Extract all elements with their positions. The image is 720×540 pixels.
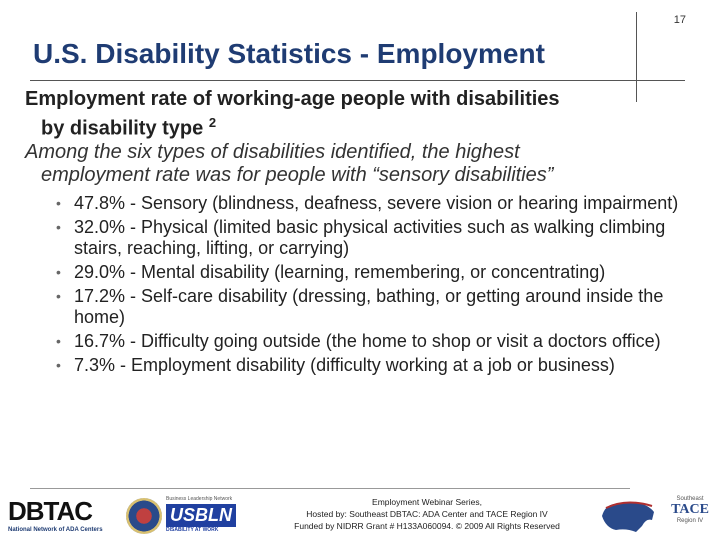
intro-text: Among the six types of disabilities iden…	[25, 141, 685, 187]
tace-logo-top: Southeast	[676, 496, 704, 502]
usbln-logo-top: Business Leadership Network	[166, 496, 233, 502]
dbtac-logo: DBTAC National Network of ADA Centers	[8, 496, 118, 536]
footer-line-1: Employment Webinar Series,	[372, 497, 482, 507]
usbln-logo-text: USBLN	[166, 504, 236, 527]
slide-title: U.S. Disability Statistics - Employment	[33, 38, 545, 69]
list-item: 29.0% - Mental disability (learning, rem…	[56, 262, 696, 283]
list-item: 17.2% - Self-care disability (dressing, …	[56, 286, 696, 328]
vertical-divider	[636, 12, 637, 102]
footer-divider	[30, 488, 630, 489]
slide-number: 17	[673, 14, 686, 26]
tace-logo-text: TACE	[671, 502, 709, 517]
tace-logo-region: Region IV	[676, 518, 704, 524]
footnote-ref: 2	[208, 115, 217, 130]
heading-line-2: by disability type 2	[25, 111, 685, 141]
footer: DBTAC National Network of ADA Centers Bu…	[0, 488, 720, 540]
dbtac-logo-text: DBTAC	[8, 496, 93, 526]
list-item: 16.7% - Difficulty going outside (the ho…	[56, 331, 696, 352]
dbtac-logo-subtitle: National Network of ADA Centers	[8, 527, 103, 533]
footer-line-3: Funded by NIDRR Grant # H133A060094. © 2…	[294, 521, 560, 531]
usbln-logo: Business Leadership Network USBLN DISABI…	[166, 496, 258, 536]
usbln-logo-tagline: DISABILITY AT WORK	[166, 527, 219, 533]
intro-line-1: Among the six types of disabilities iden…	[25, 141, 520, 163]
intro-line-2: employment rate was for people with “sen…	[41, 164, 554, 186]
heading-line-2-text: by disability type	[41, 117, 204, 140]
southeast-map-logo	[602, 501, 654, 532]
footer-credits: Employment Webinar Series, Hosted by: So…	[262, 496, 592, 532]
title-underline	[30, 80, 685, 81]
list-item: 7.3% - Employment disability (difficulty…	[56, 355, 696, 376]
list-item: 47.8% - Sensory (blindness, deafness, se…	[56, 193, 696, 214]
list-item: 32.0% - Physical (limited basic physical…	[56, 217, 696, 259]
footer-line-2: Hosted by: Southeast DBTAC: ADA Center a…	[306, 509, 548, 519]
seal-logo	[126, 498, 162, 534]
heading-line-1: Employment rate of working-age people wi…	[25, 88, 560, 110]
tace-logo: Southeast TACE Region IV	[668, 496, 712, 536]
statistics-list: 47.8% - Sensory (blindness, deafness, se…	[56, 193, 696, 379]
section-heading: Employment rate of working-age people wi…	[25, 88, 685, 141]
